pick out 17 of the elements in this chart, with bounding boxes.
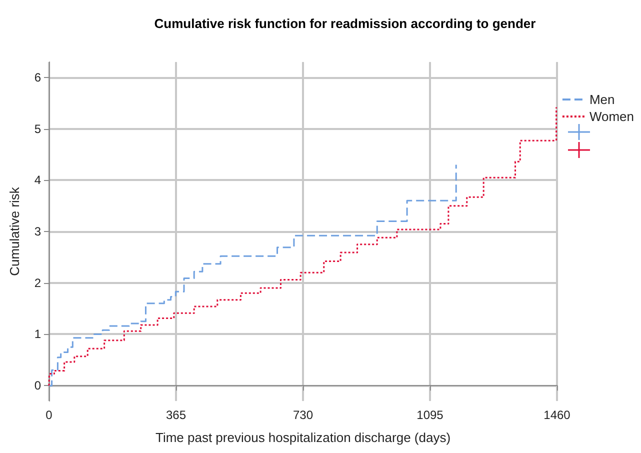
y-tick-label: 6 bbox=[34, 70, 42, 84]
x-tick-label: 730 bbox=[292, 408, 314, 422]
y-tick-label: 1 bbox=[34, 327, 42, 342]
x-tick-label: 1095 bbox=[416, 408, 444, 422]
y-axis-title: Cumulative risk bbox=[7, 186, 22, 276]
x-tick-label: 0 bbox=[46, 408, 53, 422]
y-tick-label: 0 bbox=[34, 378, 42, 393]
chart-title: Cumulative risk function for readmission according to gender bbox=[154, 16, 536, 31]
x-axis-title: Time past previous hospitalization discharge (days) bbox=[155, 430, 451, 445]
x-tick-label: 1460 bbox=[544, 408, 571, 422]
y-tick-label: 2 bbox=[34, 276, 42, 290]
y-tick-label: 4 bbox=[34, 173, 42, 188]
y-tick-label: 3 bbox=[34, 224, 42, 238]
x-tick-label: 365 bbox=[166, 408, 186, 422]
y-tick-label: 5 bbox=[34, 122, 42, 136]
legend-label: Women bbox=[589, 109, 634, 124]
legend-label: Men bbox=[589, 92, 615, 107]
